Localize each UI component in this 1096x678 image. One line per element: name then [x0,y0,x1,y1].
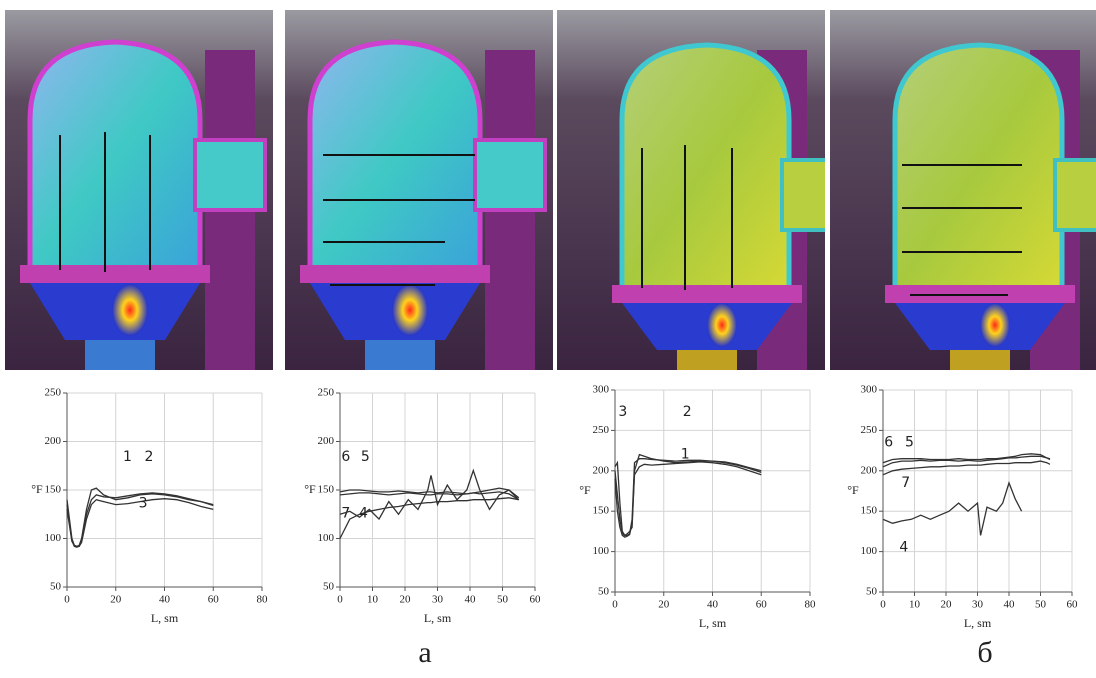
series-label: 5 [361,449,370,465]
y-tick-label: 300 [593,384,610,396]
y-tick-label: 100 [45,532,62,544]
x-tick-label: 0 [64,594,70,606]
x-tick-label: 20 [658,599,670,611]
y-axis-label: °F [579,483,591,497]
x-tick-label: 40 [465,594,477,606]
x-tick-label: 0 [880,599,886,611]
y-tick-label: 150 [593,505,610,517]
series-label: 6 [884,435,893,451]
y-tick-label: 50 [323,581,335,593]
series-label: 3 [139,496,148,512]
series-label: 4 [899,540,908,556]
y-tick-label: 100 [318,532,335,544]
y-axis-label: °F [304,482,316,496]
figure: а б 50100150200250020406080L, sm°F123501… [0,0,1096,673]
series-line [883,461,1050,475]
y-tick-label: 250 [861,424,878,436]
y-tick-label: 250 [45,387,62,399]
x-tick-label: 80 [805,599,817,611]
x-tick-label: 0 [612,599,618,611]
y-tick-label: 150 [861,505,878,517]
y-tick-label: 100 [593,545,610,557]
x-tick-label: 60 [756,599,768,611]
x-axis-label: L, sm [699,616,727,630]
series-label: 2 [144,449,153,465]
x-tick-label: 80 [257,594,269,606]
x-tick-label: 60 [530,594,542,606]
y-tick-label: 50 [50,581,62,593]
panel-caption: б [977,636,992,669]
y-axis-label: °F [847,483,859,497]
series-line [340,492,519,500]
series-label: 5 [905,435,914,451]
y-tick-label: 200 [593,464,610,476]
x-axis-label: L, sm [424,611,452,625]
page: {"chart_data": [ {"type": "line", "xlabe… [0,0,1096,678]
y-tick-label: 250 [318,387,335,399]
x-tick-label: 20 [110,594,122,606]
x-tick-label: 30 [972,599,984,611]
y-tick-label: 50 [598,586,610,598]
x-axis-label: L, sm [964,616,992,630]
y-tick-label: 200 [45,435,62,447]
series-label: 3 [618,404,627,420]
x-tick-label: 20 [400,594,412,606]
x-tick-label: 10 [909,599,921,611]
y-tick-label: 200 [318,435,335,447]
series-label: 6 [341,449,350,465]
series-label: 4 [359,505,368,521]
series-line [615,462,761,537]
x-tick-label: 60 [1067,599,1079,611]
x-tick-label: 20 [941,599,953,611]
thermal-image [830,10,1096,370]
series-label: 7 [901,475,910,491]
y-tick-label: 150 [45,484,62,496]
x-tick-label: 50 [1035,599,1047,611]
thermal-image [557,10,827,370]
x-tick-label: 40 [159,594,171,606]
panel-caption: а [418,636,431,669]
x-axis-label: L, sm [151,611,179,625]
series-label: 1 [123,449,132,465]
x-tick-label: 40 [707,599,719,611]
x-tick-label: 10 [367,594,379,606]
thermal-image [285,10,553,370]
series-line [615,455,761,536]
x-tick-label: 30 [432,594,444,606]
x-tick-label: 50 [497,594,509,606]
x-tick-label: 60 [208,594,220,606]
y-axis-label: °F [31,482,43,496]
x-tick-label: 40 [1004,599,1016,611]
y-tick-label: 50 [866,586,878,598]
y-tick-label: 150 [318,484,335,496]
series-label: 1 [681,447,690,463]
y-tick-label: 200 [861,464,878,476]
thermal-image [5,10,273,370]
y-tick-label: 100 [861,545,878,557]
y-tick-label: 300 [861,384,878,396]
series-label: 2 [683,404,692,420]
y-tick-label: 250 [593,424,610,436]
x-tick-label: 0 [337,594,343,606]
